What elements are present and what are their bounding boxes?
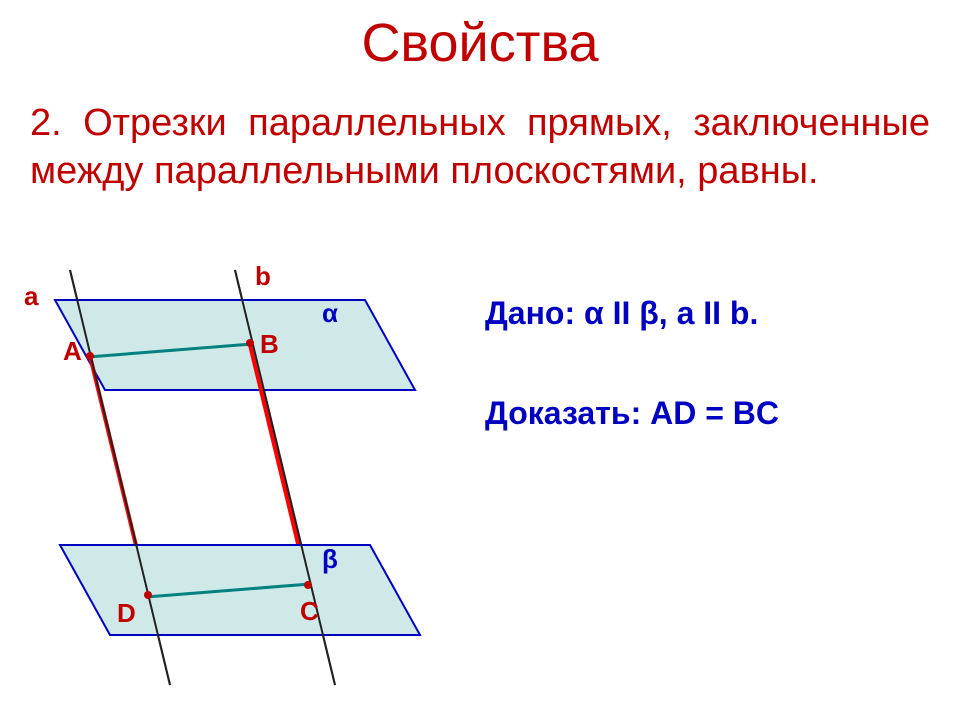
slide-title: Свойства bbox=[0, 12, 960, 74]
label-a: a bbox=[24, 281, 39, 311]
given-text: Дано: α ΙΙ β, a ΙΙ b. bbox=[485, 295, 758, 332]
label-alpha: α bbox=[322, 298, 338, 328]
label-C: C bbox=[300, 596, 319, 626]
point-B bbox=[246, 339, 254, 347]
point-C bbox=[304, 581, 312, 589]
slide: Свойства 2. Отрезки параллельных прямых,… bbox=[0, 0, 960, 720]
prove-text: Доказать: AD = BC bbox=[485, 395, 779, 432]
property-text: 2. Отрезки параллельных прямых, заключен… bbox=[30, 100, 930, 195]
point-D bbox=[144, 591, 152, 599]
label-A: A bbox=[63, 336, 82, 366]
label-b: b bbox=[255, 261, 271, 291]
point-A bbox=[86, 352, 94, 360]
geometry-figure: a b α β A B C D bbox=[0, 250, 460, 720]
label-D: D bbox=[117, 598, 136, 628]
label-beta: β bbox=[322, 544, 338, 574]
label-B: B bbox=[260, 329, 279, 359]
